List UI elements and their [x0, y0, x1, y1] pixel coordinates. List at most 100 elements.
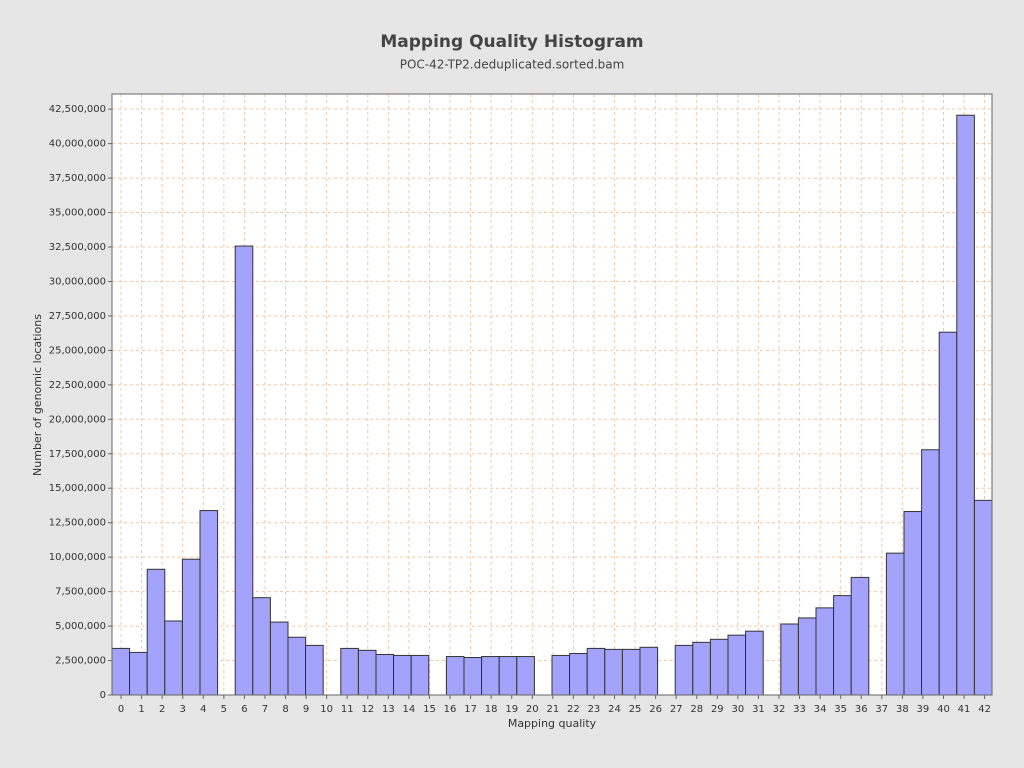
bar: [516, 656, 535, 696]
x-tick-label: 30: [732, 704, 745, 715]
x-tick-label: 32: [773, 704, 786, 715]
bar: [551, 654, 571, 696]
x-tick-label: 16: [444, 704, 457, 715]
bar: [111, 647, 131, 696]
x-tick-label: 31: [752, 704, 765, 715]
x-tick-label: 8: [282, 704, 288, 715]
x-tick-label: 10: [320, 704, 333, 715]
bar: [586, 647, 606, 696]
x-tick-label: 7: [262, 704, 268, 715]
x-tick-label: 12: [361, 704, 374, 715]
chart-title: Mapping Quality Histogram: [380, 32, 643, 52]
x-tick-label: 19: [505, 704, 518, 715]
y-tick-label: 2,500,000: [55, 656, 106, 667]
bar: [234, 245, 254, 696]
y-tick-label: 5,000,000: [55, 621, 106, 632]
x-tick-label: 18: [485, 704, 498, 715]
bar: [375, 653, 395, 696]
x-tick-label: 17: [464, 704, 477, 715]
bar: [938, 331, 958, 696]
x-tick-label: 24: [608, 704, 621, 715]
x-tick-label: 4: [200, 704, 206, 715]
bar: [815, 607, 835, 696]
x-tick-label: 34: [814, 704, 827, 715]
bar: [129, 651, 148, 696]
bar: [921, 449, 940, 696]
y-tick-label: 37,500,000: [49, 173, 106, 184]
x-tick-label: 9: [303, 704, 309, 715]
x-tick-label: 5: [221, 704, 227, 715]
bar: [604, 648, 623, 696]
bar: [639, 646, 659, 696]
y-tick-label: 20,000,000: [49, 414, 106, 425]
y-tick-label: 10,000,000: [49, 552, 106, 563]
x-tick-label: 39: [917, 704, 930, 715]
bar: [498, 656, 518, 696]
bar: [885, 552, 905, 696]
x-tick-label: 21: [546, 704, 559, 715]
bar: [833, 595, 852, 696]
x-tick-label: 36: [855, 704, 868, 715]
bar: [393, 654, 412, 696]
x-tick-label: 27: [670, 704, 683, 715]
bar: [463, 657, 483, 696]
x-tick-label: 26: [649, 704, 662, 715]
bar: [481, 656, 500, 696]
x-tick-label: 28: [690, 704, 703, 715]
plot-area: [112, 94, 992, 695]
bar: [780, 623, 799, 696]
y-tick-label: 40,000,000: [49, 139, 106, 150]
bar: [357, 649, 377, 696]
x-tick-label: 3: [180, 704, 186, 715]
x-tick-label: 42: [978, 704, 991, 715]
x-tick-label: 29: [711, 704, 724, 715]
x-tick-label: 25: [629, 704, 642, 715]
bar: [903, 511, 923, 696]
bar: [181, 558, 201, 696]
bar: [727, 634, 747, 696]
bar: [956, 114, 975, 696]
x-tick-label: 35: [834, 704, 847, 715]
y-tick-label: 32,500,000: [49, 242, 106, 253]
x-tick-label: 37: [875, 704, 888, 715]
bar: [164, 620, 183, 696]
x-tick-label: 0: [118, 704, 124, 715]
x-tick-label: 14: [403, 704, 416, 715]
x-tick-label: 2: [159, 704, 165, 715]
x-tick-label: 13: [382, 704, 395, 715]
bar: [569, 653, 588, 696]
bar: [146, 568, 166, 696]
x-axis-label: Mapping quality: [508, 717, 597, 730]
bar: [305, 644, 324, 696]
bar: [445, 656, 465, 696]
bar: [269, 621, 289, 696]
bar: [709, 638, 729, 696]
plot-border: [111, 93, 993, 696]
y-tick-label: 15,000,000: [49, 483, 106, 494]
x-tick-label: 15: [423, 704, 436, 715]
y-tick-label: 0: [100, 690, 106, 701]
x-tick-label: 11: [341, 704, 354, 715]
x-tick-label: 20: [526, 704, 539, 715]
y-tick-label: 42,500,000: [49, 104, 106, 115]
x-tick-label: 33: [793, 704, 806, 715]
y-tick-label: 22,500,000: [49, 380, 106, 391]
bar: [287, 636, 307, 696]
bar: [973, 499, 993, 696]
bar: [621, 648, 641, 696]
y-tick-label: 25,000,000: [49, 345, 106, 356]
y-tick-label: 27,500,000: [49, 311, 106, 322]
bar: [797, 617, 817, 696]
y-axis-label: Number of genomic locations: [31, 314, 44, 476]
y-tick-label: 35,000,000: [49, 208, 106, 219]
x-tick-label: 1: [138, 704, 144, 715]
x-tick-label: 22: [567, 704, 580, 715]
x-tick-label: 40: [937, 704, 950, 715]
bar: [252, 597, 271, 696]
bar: [340, 647, 359, 696]
y-tick-label: 17,500,000: [49, 449, 106, 460]
x-tick-label: 6: [241, 704, 247, 715]
bar: [410, 654, 430, 696]
bar: [850, 576, 870, 696]
